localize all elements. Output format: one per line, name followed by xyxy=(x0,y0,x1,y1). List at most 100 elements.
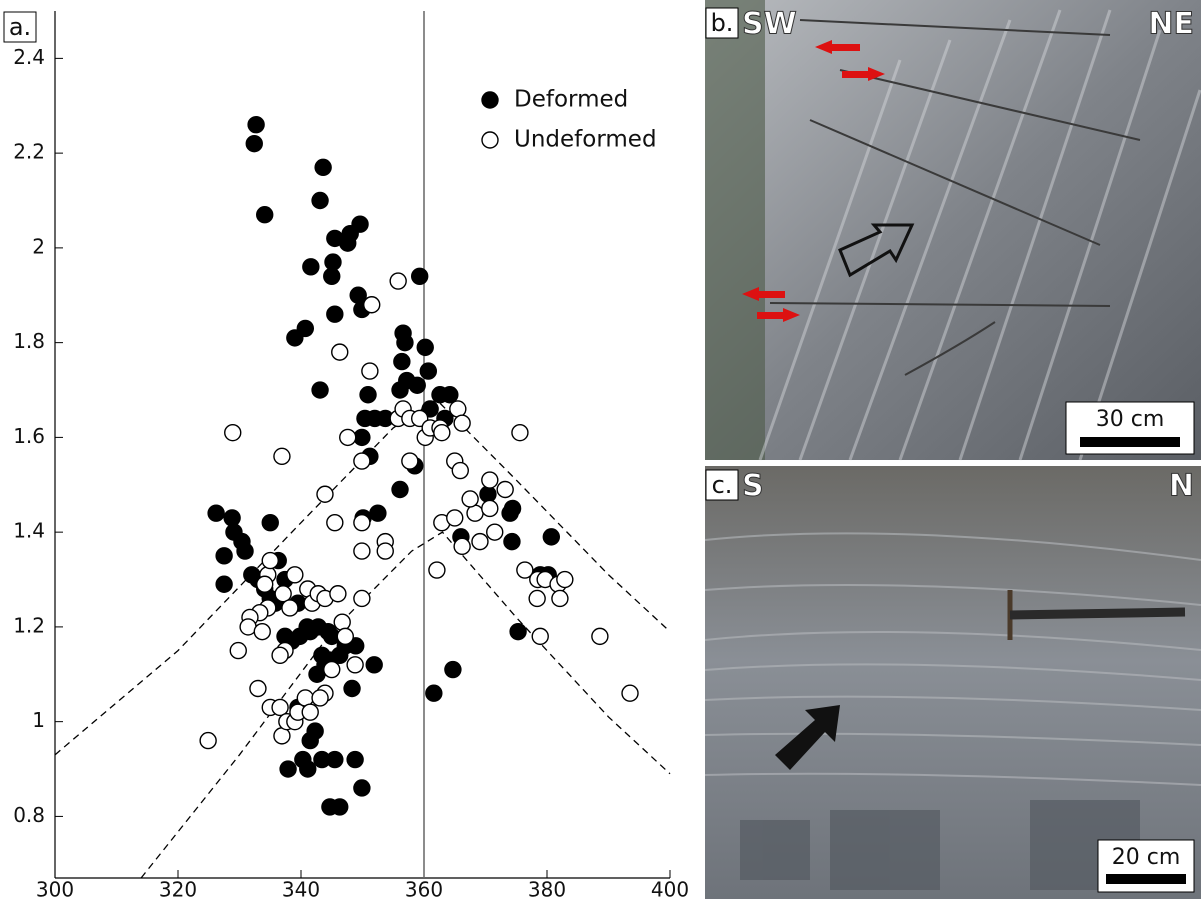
y-tick-label: 1.8 xyxy=(13,329,45,353)
bedding xyxy=(704,532,1201,786)
point xyxy=(314,158,332,177)
point xyxy=(333,613,351,631)
point xyxy=(279,760,297,778)
photo-c: c. S N 20 cm xyxy=(704,466,1201,899)
y-tick-label: 1.6 xyxy=(13,424,45,448)
point xyxy=(509,622,527,641)
point xyxy=(419,362,438,380)
point xyxy=(453,414,471,432)
point xyxy=(215,547,233,565)
point xyxy=(486,523,504,541)
point xyxy=(361,362,379,380)
photo xyxy=(705,0,1201,460)
point xyxy=(351,215,369,233)
scale-bar xyxy=(1080,437,1180,447)
envelope xyxy=(140,531,671,879)
panel-label: a. xyxy=(9,13,31,41)
vegetation xyxy=(705,0,765,460)
point xyxy=(449,400,467,418)
point xyxy=(281,599,299,617)
x-tick-label: 400 xyxy=(651,878,689,899)
point xyxy=(542,528,561,546)
scale-text: 30 cm xyxy=(1096,407,1165,432)
arrow xyxy=(838,223,915,278)
point xyxy=(353,589,371,608)
point xyxy=(356,409,374,428)
point xyxy=(389,272,407,290)
arrow xyxy=(775,705,840,770)
faults xyxy=(769,19,1141,376)
direction-left: SW xyxy=(742,7,797,42)
point xyxy=(286,566,304,584)
point xyxy=(271,646,289,665)
scale-text: 20 cm xyxy=(1112,845,1181,870)
point xyxy=(256,575,274,593)
point xyxy=(316,485,334,503)
point xyxy=(551,589,569,608)
point xyxy=(308,665,326,683)
point xyxy=(286,329,304,347)
point xyxy=(531,627,549,646)
point xyxy=(261,513,279,532)
point xyxy=(416,338,434,357)
point xyxy=(503,532,521,551)
point xyxy=(556,570,574,589)
point xyxy=(391,381,409,399)
y-tick-label: 2.4 xyxy=(13,45,45,69)
point xyxy=(363,296,381,314)
shear-arrows xyxy=(742,40,885,322)
point xyxy=(461,490,479,508)
point xyxy=(343,679,361,698)
y-tick-label: 2.2 xyxy=(13,140,45,164)
point xyxy=(444,660,462,679)
scatter-panel: a. 300 320 340 360 380 400 0.8 1 1.2 1.4 1.6 1.8 2 2.2… xyxy=(3,11,689,899)
point xyxy=(353,452,371,470)
panel-label: b. xyxy=(711,9,734,37)
point xyxy=(516,561,534,579)
point xyxy=(331,798,349,816)
point xyxy=(249,679,267,698)
point xyxy=(331,343,349,361)
point xyxy=(301,703,319,721)
x-tick-label: 360 xyxy=(405,878,443,899)
point xyxy=(441,386,459,404)
direction-right: NE xyxy=(1148,7,1194,42)
point xyxy=(326,513,344,532)
point xyxy=(229,641,247,660)
point xyxy=(471,532,489,551)
point xyxy=(365,656,383,674)
direction-right: N xyxy=(1169,469,1194,504)
point xyxy=(247,116,265,134)
legend-marker xyxy=(481,91,499,109)
point xyxy=(425,684,443,702)
point xyxy=(453,537,471,556)
x-tick-label: 300 xyxy=(36,878,74,899)
point xyxy=(207,504,225,522)
y-tick-label: 2 xyxy=(32,234,45,258)
point xyxy=(481,471,499,489)
point xyxy=(391,480,409,499)
point xyxy=(446,509,464,527)
bedding xyxy=(758,9,1201,461)
label-box xyxy=(705,7,739,39)
point xyxy=(359,386,377,404)
point xyxy=(261,551,279,570)
point xyxy=(339,428,357,447)
label-box xyxy=(3,11,37,43)
direction-left: S xyxy=(742,469,764,504)
point xyxy=(408,376,426,394)
point xyxy=(353,542,371,560)
point xyxy=(369,504,387,522)
point xyxy=(236,542,254,560)
hammer xyxy=(1009,607,1186,620)
point xyxy=(256,206,274,224)
point xyxy=(326,305,344,323)
point xyxy=(271,698,289,717)
point xyxy=(503,499,522,518)
point xyxy=(496,480,514,499)
point xyxy=(215,575,233,593)
point xyxy=(346,656,364,674)
point xyxy=(376,542,394,560)
point xyxy=(433,423,451,442)
